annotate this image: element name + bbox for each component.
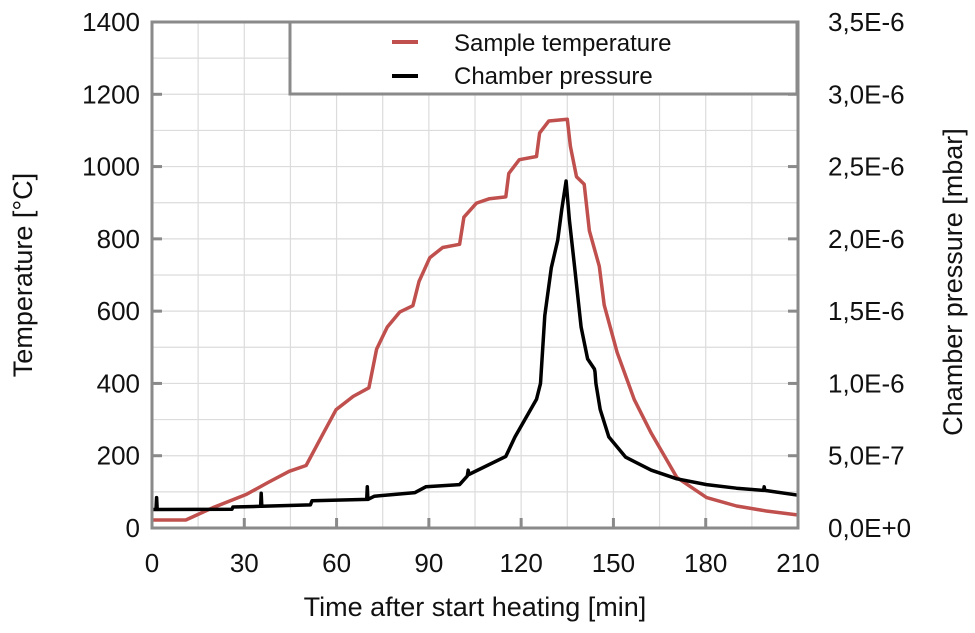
y2-tick-label: 3,0E-6: [828, 79, 905, 109]
y-tick-label: 400: [97, 368, 140, 398]
y-tick-label: 800: [97, 224, 140, 254]
legend-label-temperature: Sample temperature: [454, 30, 671, 57]
x-tick-label: 210: [776, 548, 819, 578]
x-tick-label: 180: [684, 548, 727, 578]
x-tick-label: 90: [414, 548, 443, 578]
y2-tick-label: 1,0E-6: [828, 368, 905, 398]
y2-axis-label: Chamber pressure [mbar]: [938, 128, 968, 436]
y-tick-label: 0: [126, 513, 140, 543]
y2-tick-label: 0,0E+0: [828, 513, 911, 543]
y-tick-label: 1200: [82, 79, 140, 109]
y-tick-label: 200: [97, 441, 140, 471]
y-tick-label: 1000: [82, 152, 140, 182]
legend-label-pressure: Chamber pressure: [454, 63, 653, 90]
y2-tick-label: 2,0E-6: [828, 224, 905, 254]
y2-tick-label: 5,0E-7: [828, 441, 905, 471]
grid: [152, 22, 798, 528]
y-tick-label: 1400: [82, 7, 140, 37]
x-tick-label: 60: [322, 548, 351, 578]
x-tick-label: 150: [592, 548, 635, 578]
x-tick-label: 30: [230, 548, 259, 578]
legend: Sample temperature Chamber pressure: [290, 22, 797, 94]
y2-tick-label: 3,5E-6: [828, 7, 905, 37]
y-axis-label: Temperature [°C]: [8, 173, 38, 377]
y2-tick-label: 2,5E-6: [828, 152, 905, 182]
x-axis-label: Time after start heating [min]: [304, 592, 647, 622]
x-tick-label: 120: [499, 548, 542, 578]
y-tick-label: 600: [97, 296, 140, 326]
y2-tick-label: 1,5E-6: [828, 296, 905, 326]
x-tick-label: 0: [145, 548, 159, 578]
